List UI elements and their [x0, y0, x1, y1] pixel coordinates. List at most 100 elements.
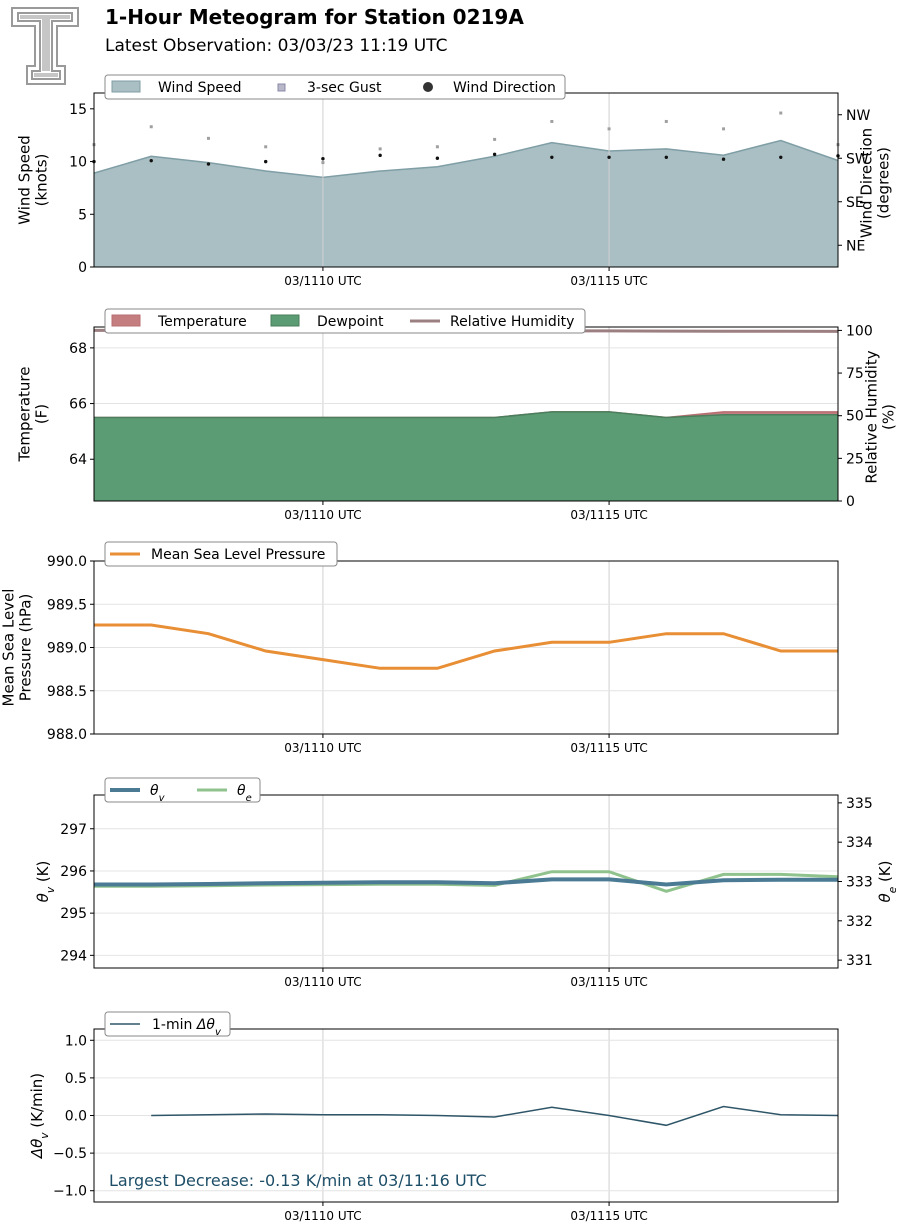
x-tick-label: 03/1110 UTC: [284, 1209, 361, 1223]
delta-legend: 1-min Δθv: [104, 1011, 231, 1038]
delta-theta-line: [151, 1105, 839, 1127]
y-axis-label-part: θ: [34, 893, 52, 902]
gust-marker: [264, 145, 268, 149]
legend-label: Wind Speed: [158, 80, 242, 96]
y2-tick-label: 335: [846, 796, 873, 812]
y2-tick-label: 25: [846, 451, 864, 467]
wind-direction-marker: [664, 155, 669, 159]
wind-direction-marker: [263, 159, 268, 164]
legend-box: [104, 541, 338, 567]
page-subtitle: Latest Observation: 03/03/23 11:19 UTC: [105, 36, 448, 56]
y-axis-label: (knots): [33, 154, 51, 207]
y-axis-label: Pressure (hPa): [17, 594, 35, 702]
y-axis-label-part: v: [39, 1132, 51, 1139]
y-tick-label: 295: [60, 906, 87, 922]
legend-label-part: e: [246, 793, 252, 804]
legend-swatch: [277, 83, 286, 92]
wind-direction-marker: [607, 155, 611, 159]
gust-marker: [206, 136, 210, 140]
y-tick-label: 990.0: [47, 554, 87, 570]
y-axis-label-part: Δθ: [28, 1139, 46, 1159]
y2-axis-label-part: θ: [876, 893, 894, 902]
legend-label-part: Δθ: [196, 1017, 216, 1033]
y-tick-label: 68: [69, 341, 87, 357]
gust-marker: [664, 119, 668, 123]
legend-label-part: v: [215, 1027, 222, 1038]
legend-label: 3-sec Gust: [307, 80, 382, 96]
y-tick-label: −1.0: [53, 1184, 87, 1200]
legend-label-part: θ: [237, 783, 246, 799]
x-tick-label: 03/1115 UTC: [570, 975, 647, 989]
y-tick-label: 64: [69, 452, 87, 468]
y2-tick-label: 332: [846, 914, 873, 930]
gust-marker: [149, 125, 153, 129]
y-tick-label: 988.0: [47, 727, 87, 743]
y2-tick-label: 334: [846, 835, 873, 851]
y-axis-label-part: (K/min): [28, 1073, 46, 1133]
wind-direction-marker: [149, 158, 153, 163]
largest-decrease-annotation: Largest Decrease: -0.13 K/min at 03/11:1…: [109, 1171, 487, 1190]
y-tick-label: 297: [60, 822, 87, 838]
y-tick-label: 296: [60, 864, 87, 880]
y-tick-label: −0.5: [53, 1146, 87, 1162]
legend-box: [104, 74, 566, 100]
y-tick-label: 0: [78, 260, 87, 276]
legend-swatch: [270, 314, 300, 327]
pressure-legend: Mean Sea Level Pressure: [104, 541, 338, 567]
x-tick-label: 03/1115 UTC: [570, 741, 647, 755]
theta-legend: θv θe: [104, 777, 261, 804]
y2-axis-label: Relative Humidity: [863, 350, 881, 483]
gust-marker: [493, 137, 497, 141]
y2-tick-label: SW: [846, 151, 869, 167]
y2-axis-label-part: (K): [876, 861, 894, 887]
wind-speed-area: [94, 140, 838, 267]
y-tick-label: 989.5: [47, 597, 87, 613]
legend-label-part: θ: [150, 783, 159, 799]
dewpoint-line: [94, 411, 838, 419]
wind-direction-marker: [779, 155, 783, 159]
gust-marker: [435, 145, 439, 149]
y-axis-label: Δθv (K/min): [28, 1073, 51, 1159]
x-tick-label: 03/1110 UTC: [284, 274, 361, 288]
x-tick-label: 03/1110 UTC: [284, 975, 361, 989]
y2-axis-label: θe (K): [876, 861, 899, 903]
wind-legend: Wind Speed 3-sec Gust Wind Direction: [104, 74, 566, 100]
wind-direction-marker: [550, 155, 554, 159]
y-tick-label: 294: [60, 948, 87, 964]
gust-marker: [607, 127, 611, 131]
gust-marker: [722, 127, 726, 131]
legend-swatch: [423, 82, 433, 92]
wind-direction-marker: [492, 152, 497, 157]
y2-axis-label: (%): [880, 404, 898, 430]
dewpoint-area: [94, 411, 838, 501]
y-axis-label: (F): [33, 404, 51, 424]
y-tick-label: 989.0: [47, 641, 87, 657]
x-tick-label: 03/1110 UTC: [284, 508, 361, 522]
y2-axis-label: (degrees): [875, 147, 893, 219]
meteogram-header: 1-Hour Meteogram for Station 0219A Lates…: [0, 0, 918, 90]
y2-axis-label-part: e: [887, 887, 899, 893]
legend-label: Mean Sea Level Pressure: [151, 547, 325, 563]
wind-speed-line: [93, 139, 839, 179]
plot-frame: [93, 560, 839, 735]
y2-tick-label: NW: [846, 108, 870, 124]
x-tick-label: 03/1115 UTC: [570, 508, 647, 522]
legend-label: Temperature: [157, 314, 247, 330]
gust-marker: [779, 111, 783, 115]
y2-tick-label: 331: [846, 953, 873, 969]
x-tick-label: 03/1115 UTC: [570, 274, 647, 288]
theta-v-line: [94, 877, 838, 887]
y-tick-label: 988.5: [47, 684, 87, 700]
texas-tech-double-t-logo-icon: [10, 6, 82, 92]
legend-label: Dewpoint: [317, 314, 384, 330]
y-axis-label: Temperature: [16, 366, 34, 462]
y2-tick-label: 0: [846, 494, 855, 510]
legend-swatch: [111, 314, 141, 327]
y2-tick-label: 100: [846, 323, 873, 339]
y-axis-label-part: (K): [34, 861, 52, 887]
y-tick-label: 0.5: [65, 1071, 87, 1087]
y-tick-label: 15: [69, 102, 87, 118]
y-tick-label: 0.0: [65, 1109, 87, 1125]
legend-label: 1-min Δθv: [152, 1017, 222, 1038]
legend-label-part: 1-min: [152, 1017, 197, 1033]
